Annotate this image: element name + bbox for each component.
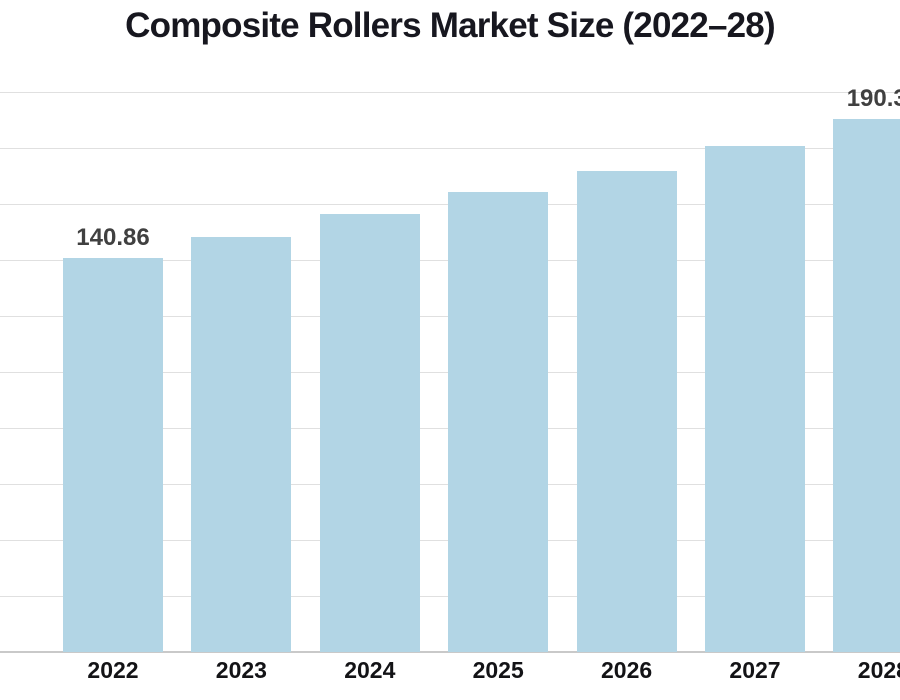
x-tick-2023: 2023 xyxy=(215,657,267,683)
bar-2027 xyxy=(705,146,805,652)
gridline xyxy=(0,147,900,149)
x-tick-2026: 2026 xyxy=(601,657,653,683)
x-tick-2022: 2022 xyxy=(87,657,139,683)
bar-2025 xyxy=(448,192,549,652)
x-tick-2025: 2025 xyxy=(472,657,524,683)
value-label-2028: 190.32 xyxy=(846,85,900,113)
bar-2024 xyxy=(319,213,420,652)
bar-2022 xyxy=(63,257,163,652)
x-tick-2024: 2024 xyxy=(344,657,396,683)
bar-2023 xyxy=(191,237,292,652)
x-axis-line xyxy=(0,651,900,653)
x-tick-2028: 2028 xyxy=(857,657,900,683)
bar-2028 xyxy=(833,119,900,652)
gridline xyxy=(0,91,900,93)
value-label-2022: 140.86 xyxy=(76,223,150,251)
chart-title: Composite Rollers Market Size (2022–28) xyxy=(125,6,775,45)
bar-2026 xyxy=(576,170,677,652)
x-tick-2027: 2027 xyxy=(729,657,781,683)
